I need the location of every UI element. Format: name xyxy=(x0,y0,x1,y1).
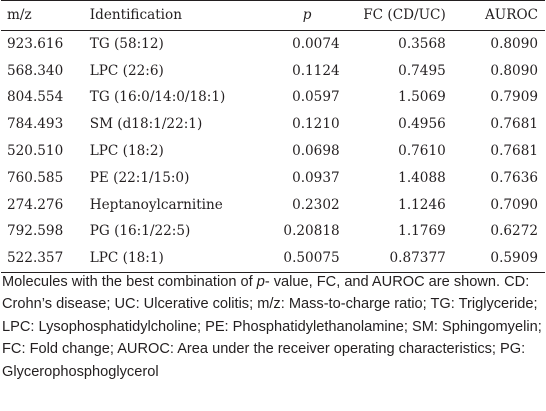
cell-identification: TG (58:12) xyxy=(89,35,164,52)
table-row: 792.598 PG (16:1/22:5) 0.20818 1.1769 0.… xyxy=(1,218,545,245)
header-fold-change: FC (CD/UC) xyxy=(363,7,446,24)
results-table-container: m/z Identification p FC (CD/UC) AUROC 92… xyxy=(1,0,545,273)
cell-identification: Heptanoylcarnitine xyxy=(89,196,223,213)
footnote-lead: Molecules with the best combination of xyxy=(2,274,257,290)
cell-auroc: 0.8090 xyxy=(490,62,538,79)
cell-auroc: 0.5909 xyxy=(490,250,538,267)
cell-auroc: 0.7681 xyxy=(490,143,538,160)
cell-mz: 568.340 xyxy=(7,62,64,79)
table-row: 522.357 LPC (18:1) 0.50075 0.87377 0.590… xyxy=(1,245,545,273)
cell-p-value: 0.2302 xyxy=(292,196,340,213)
cell-fold-change: 1.5069 xyxy=(398,89,446,106)
table-row: 923.616 TG (58:12) 0.0074 0.3568 0.8090 xyxy=(1,30,545,57)
table-row: 520.510 LPC (18:2) 0.0698 0.7610 0.7681 xyxy=(1,138,545,165)
table-row: 274.276 Heptanoylcarnitine 0.2302 1.1246… xyxy=(1,191,545,218)
cell-auroc: 0.7681 xyxy=(490,116,538,133)
cell-p-value: 0.20818 xyxy=(283,223,340,240)
footnote-rest: - value, FC, and AUROC are shown. CD: Cr… xyxy=(2,274,542,380)
cell-p-value: 0.50075 xyxy=(283,250,340,267)
cell-p-value: 0.1124 xyxy=(292,62,340,79)
cell-mz: 792.598 xyxy=(7,223,64,240)
cell-mz: 520.510 xyxy=(7,143,64,160)
cell-identification: SM (d18:1/22:1) xyxy=(89,116,203,133)
cell-fold-change: 1.4088 xyxy=(398,169,446,186)
table-body: 923.616 TG (58:12) 0.0074 0.3568 0.8090 … xyxy=(1,30,545,273)
lipid-markers-table: m/z Identification p FC (CD/UC) AUROC 92… xyxy=(1,0,545,273)
cell-auroc: 0.8090 xyxy=(490,35,538,52)
table-row: 760.585 PE (22:1/15:0) 0.0937 1.4088 0.7… xyxy=(1,164,545,191)
cell-identification: LPC (18:1) xyxy=(89,250,164,267)
cell-mz: 522.357 xyxy=(7,250,64,267)
cell-fold-change: 0.3568 xyxy=(398,35,446,52)
cell-mz: 784.493 xyxy=(7,116,64,133)
table-footnote: Molecules with the best combination of p… xyxy=(2,271,542,383)
cell-p-value: 0.0937 xyxy=(292,169,340,186)
cell-identification: PE (22:1/15:0) xyxy=(89,169,190,186)
cell-identification: PG (16:1/22:5) xyxy=(89,223,191,240)
cell-auroc: 0.7090 xyxy=(490,196,538,213)
cell-mz: 923.616 xyxy=(7,35,64,52)
cell-p-value: 0.0698 xyxy=(292,143,340,160)
cell-auroc: 0.7909 xyxy=(490,89,538,106)
header-mz: m/z xyxy=(7,7,32,24)
cell-mz: 760.585 xyxy=(7,169,64,186)
cell-p-value: 0.1210 xyxy=(292,116,340,133)
header-identification: Identification xyxy=(89,7,182,24)
header-row: m/z Identification p FC (CD/UC) AUROC xyxy=(1,0,545,30)
cell-p-value: 0.0597 xyxy=(292,89,340,106)
cell-p-value: 0.0074 xyxy=(292,35,340,52)
cell-fold-change: 0.7610 xyxy=(398,143,446,160)
cell-identification: TG (16:0/14:0/18:1) xyxy=(89,89,226,106)
footnote-italic-p: p xyxy=(256,274,265,290)
cell-fold-change: 0.7495 xyxy=(398,62,446,79)
cell-mz: 804.554 xyxy=(7,89,64,106)
cell-fold-change: 1.1769 xyxy=(398,223,446,240)
cell-auroc: 0.6272 xyxy=(490,223,538,240)
header-p-value: p xyxy=(302,7,312,24)
table-row: 568.340 LPC (22:6) 0.1124 0.7495 0.8090 xyxy=(1,57,545,84)
cell-identification: LPC (18:2) xyxy=(89,143,164,160)
cell-mz: 274.276 xyxy=(7,196,64,213)
table-row: 804.554 TG (16:0/14:0/18:1) 0.0597 1.506… xyxy=(1,84,545,111)
cell-fold-change: 0.4956 xyxy=(398,116,446,133)
cell-fold-change: 1.1246 xyxy=(398,196,446,213)
table-header: m/z Identification p FC (CD/UC) AUROC xyxy=(1,0,545,30)
cell-identification: LPC (22:6) xyxy=(89,62,164,79)
cell-fold-change: 0.87377 xyxy=(389,250,446,267)
header-auroc: AUROC xyxy=(484,7,538,24)
cell-auroc: 0.7636 xyxy=(490,169,538,186)
table-row: 784.493 SM (d18:1/22:1) 0.1210 0.4956 0.… xyxy=(1,111,545,138)
